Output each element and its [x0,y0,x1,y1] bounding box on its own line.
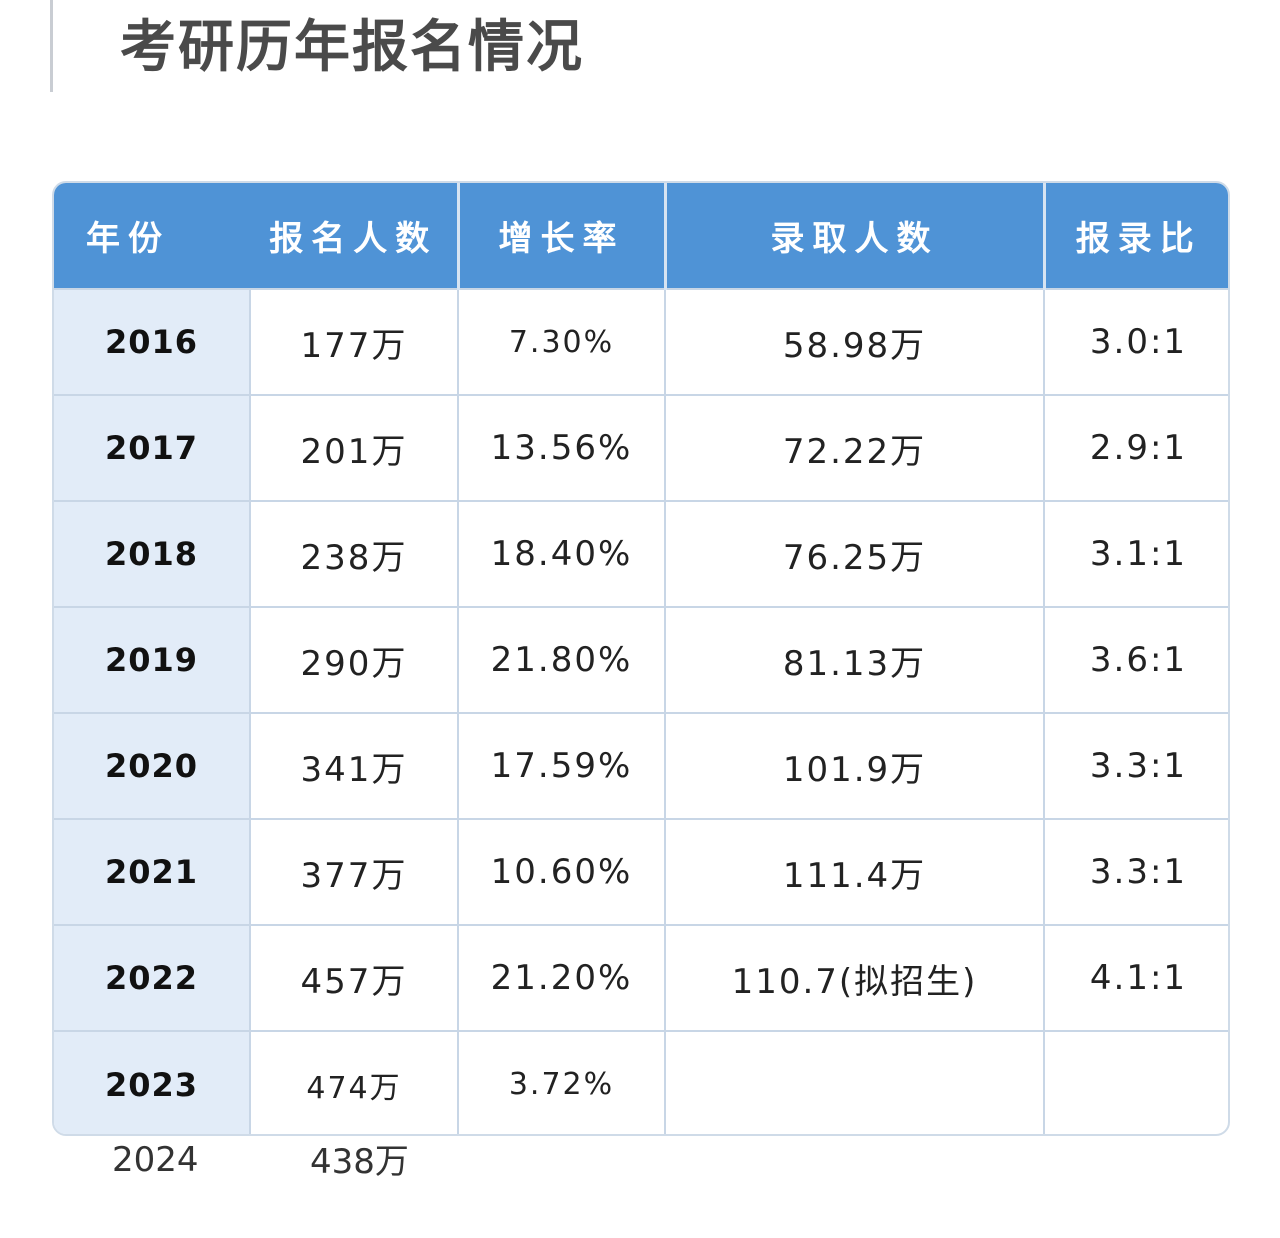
cell-year: 2017 [54,394,251,501]
cell-ratio [1044,1030,1228,1134]
cell-applicants: 457万 [250,924,459,1031]
cell-year: 2021 [54,818,251,925]
enrollment-table: 年份 报名人数 增长率 录取人数 报录比 2016 177万 7.30% 58.… [54,183,1228,1134]
table-row: 2020 341万 17.59% 101.9万 3.3:1 [54,712,1228,819]
table-row: 2016 177万 7.30% 58.98万 3.0:1 [54,288,1228,395]
header-growth: 增长率 [458,183,667,289]
cell-admitted: 101.9万 [665,712,1045,819]
cell-admitted: 76.25万 [665,500,1045,607]
cell-applicants: 474万 [250,1030,459,1134]
cell-year: 2020 [54,712,251,819]
table-row: 2021 377万 10.60% 111.4万 3.3:1 [54,818,1228,925]
extra-row-applicants: 438万 [310,1142,409,1182]
cell-ratio: 2.9:1 [1044,394,1228,501]
table-header-row: 年份 报名人数 增长率 录取人数 报录比 [54,183,1228,289]
cell-applicants: 377万 [250,818,459,925]
table-row: 2023 474万 3.72% [54,1030,1228,1134]
cell-applicants: 238万 [250,500,459,607]
cell-year: 2019 [54,606,251,713]
cell-year: 2023 [54,1030,251,1134]
cell-growth: 21.20% [458,924,666,1031]
table-row: 2017 201万 13.56% 72.22万 2.9:1 [54,394,1228,501]
extra-row-year: 2024 [112,1140,199,1180]
title-accent-bar [50,0,53,92]
cell-applicants: 290万 [250,606,459,713]
cell-applicants: 201万 [250,394,459,501]
cell-year: 2018 [54,500,251,607]
table-row: 2019 290万 21.80% 81.13万 3.6:1 [54,606,1228,713]
cell-growth: 3.72% [458,1030,666,1134]
cell-applicants: 341万 [250,712,459,819]
page-title: 考研历年报名情况 [120,15,584,80]
header-admitted: 录取人数 [665,183,1046,289]
cell-year: 2016 [54,288,251,395]
cell-admitted [665,1030,1045,1134]
header-applicants: 报名人数 [250,183,460,289]
cell-growth: 7.30% [458,288,666,395]
header-year: 年份 [54,183,250,289]
cell-admitted: 111.4万 [665,818,1045,925]
table-row: 2018 238万 18.40% 76.25万 3.1:1 [54,500,1228,607]
cell-growth: 18.40% [458,500,666,607]
enrollment-table-container: 年份 报名人数 增长率 录取人数 报录比 2016 177万 7.30% 58.… [52,181,1230,1136]
header-ratio: 报录比 [1044,183,1228,289]
cell-ratio: 3.3:1 [1044,818,1228,925]
cell-ratio: 4.1:1 [1044,924,1228,1031]
cell-admitted: 72.22万 [665,394,1045,501]
cell-growth: 13.56% [458,394,666,501]
cell-growth: 17.59% [458,712,666,819]
cell-growth: 21.80% [458,606,666,713]
cell-admitted: 81.13万 [665,606,1045,713]
cell-ratio: 3.1:1 [1044,500,1228,607]
cell-growth: 10.60% [458,818,666,925]
cell-year: 2022 [54,924,251,1031]
cell-ratio: 3.6:1 [1044,606,1228,713]
cell-ratio: 3.3:1 [1044,712,1228,819]
cell-applicants: 177万 [250,288,459,395]
table-row: 2022 457万 21.20% 110.7(拟招生) 4.1:1 [54,924,1228,1031]
cell-admitted: 110.7(拟招生) [665,924,1045,1031]
cell-admitted: 58.98万 [665,288,1045,395]
cell-ratio: 3.0:1 [1044,288,1228,395]
